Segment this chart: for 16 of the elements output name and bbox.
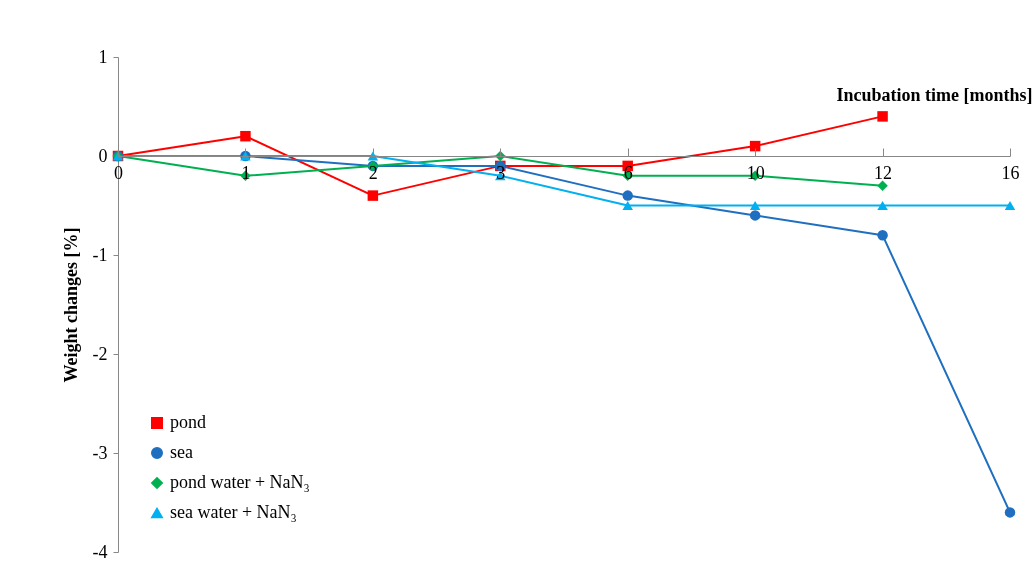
y-tick-label: -2 bbox=[92, 343, 108, 364]
y-tick-label: -4 bbox=[92, 541, 108, 562]
x-tick-label: 6 bbox=[623, 162, 633, 183]
y-tick-label: 1 bbox=[98, 46, 108, 67]
x-tick-label: 12 bbox=[874, 162, 893, 183]
legend-label: sea bbox=[170, 442, 193, 462]
x-tick-label: 0 bbox=[114, 162, 123, 183]
legend-label: pond water + NaN₃ bbox=[170, 472, 310, 492]
y-tick-label: -3 bbox=[92, 442, 108, 463]
x-axis-title: Incubation time [months] bbox=[836, 84, 1032, 105]
legend-label: pond bbox=[170, 412, 206, 432]
y-tick-label: 0 bbox=[98, 145, 108, 166]
x-tick-label: 16 bbox=[1001, 162, 1020, 183]
y-axis-title: Weight changes [%] bbox=[60, 227, 81, 383]
y-tick-label: -1 bbox=[92, 244, 108, 265]
legend-label: sea water + NaN₃ bbox=[170, 502, 297, 522]
